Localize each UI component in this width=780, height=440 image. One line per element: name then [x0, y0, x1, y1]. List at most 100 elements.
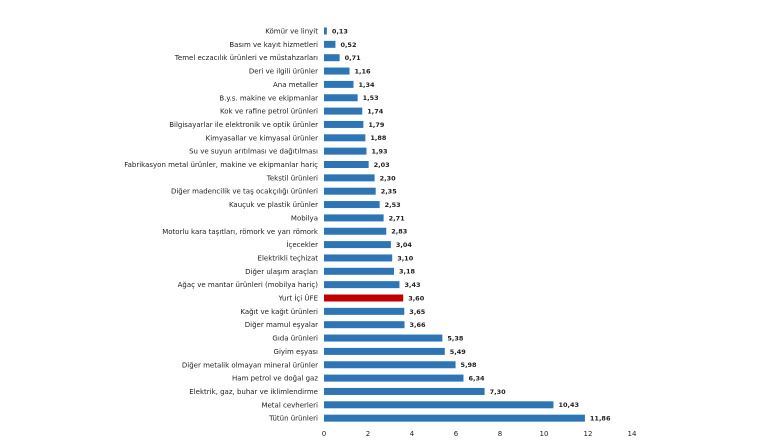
category-label-21: Kağıt ve kağıt ürünleri — [240, 308, 318, 316]
x-tick-label-2: 4 — [410, 430, 415, 438]
category-label-27: Elektrik, gaz, buhar ve iklimlendirme — [189, 388, 318, 396]
bar-26 — [324, 374, 464, 382]
bar-15 — [324, 227, 387, 235]
bars-group — [324, 27, 585, 422]
bar-5 — [324, 94, 358, 102]
bar-11 — [324, 174, 375, 182]
value-label-16: 3,04 — [396, 241, 413, 249]
value-label-1: 0,52 — [340, 41, 356, 49]
value-label-24: 5,49 — [450, 348, 467, 356]
category-label-6: Kok ve rafine petrol ürünleri — [220, 108, 318, 116]
bar-27 — [324, 387, 485, 395]
bar-9 — [324, 147, 367, 155]
category-label-3: Deri ve ilgili ürünler — [249, 68, 318, 76]
category-label-15: Motorlu kara taşıtları, römork ve yarı r… — [162, 228, 319, 236]
value-label-11: 2,30 — [380, 174, 397, 182]
bar-29 — [324, 414, 585, 422]
bar-0 — [324, 27, 327, 35]
value-label-12: 2,35 — [381, 188, 398, 196]
category-label-8: Kimyasallar ve kimyasal ürünler — [206, 134, 318, 142]
category-label-18: Diğer ulaşım araçları — [245, 268, 318, 276]
value-label-5: 1,53 — [363, 94, 379, 102]
value-label-9: 1,93 — [371, 148, 387, 156]
bar-25 — [324, 361, 456, 369]
value-label-18: 3,18 — [399, 268, 416, 276]
value-label-19: 3,43 — [404, 281, 420, 289]
bar-1 — [324, 40, 336, 48]
category-labels-group: Kömür ve linyit Basım ve kayıt hizmetleri… — [124, 28, 319, 423]
bar-24 — [324, 347, 445, 355]
value-label-10: 2,03 — [374, 161, 390, 169]
bar-16 — [324, 241, 391, 249]
category-label-11: Tekstil ürünleri — [266, 174, 318, 182]
bar-12 — [324, 187, 376, 195]
value-label-15: 2,83 — [391, 228, 407, 236]
value-label-21: 3,65 — [409, 308, 426, 316]
value-label-6: 1,74 — [367, 108, 384, 116]
value-label-29: 11,86 — [590, 415, 611, 423]
value-label-23: 5,38 — [447, 334, 464, 342]
value-label-3: 1,16 — [355, 67, 372, 75]
category-label-17: Elektrikli teçhizat — [258, 254, 319, 262]
x-tick-label-7: 14 — [628, 430, 637, 438]
bar-17 — [324, 254, 393, 262]
bar-2 — [324, 54, 340, 62]
bar-3 — [324, 67, 350, 75]
category-label-1: Basım ve kayıt hizmetleri — [229, 41, 318, 49]
bar-18 — [324, 267, 394, 275]
category-label-14: Mobilya — [291, 214, 318, 222]
value-label-25: 5,98 — [461, 361, 478, 369]
value-label-8: 1,88 — [370, 134, 387, 142]
category-label-19: Ağaç ve mantar ürünleri (mobilya hariç) — [178, 281, 319, 289]
bar-28 — [324, 401, 554, 409]
category-label-29: Tütün ürünleri — [268, 415, 318, 423]
x-tick-label-0: 0 — [322, 430, 326, 438]
bar-7 — [324, 120, 364, 128]
bar-20 — [324, 294, 404, 302]
category-label-20: Yurt İçi ÜFE — [278, 294, 318, 303]
category-label-4: Ana metaller — [273, 81, 318, 89]
value-label-0: 0,13 — [332, 27, 348, 35]
category-label-26: Ham petrol ve doğal gaz — [232, 375, 318, 383]
value-labels-group: 0,13 0,52 0,71 1,16 1,34 1,53 1,74 1,79 1,88 1,93… — [332, 27, 611, 422]
category-label-12: Diğer madencilik ve taş ocakçılığı ürünl… — [171, 188, 318, 196]
category-label-28: Metal cevherleri — [261, 401, 318, 409]
value-label-13: 2,53 — [385, 201, 401, 209]
value-label-28: 10,43 — [558, 401, 579, 409]
category-label-13: Kauçuk ve plastik ürünler — [229, 201, 318, 209]
x-axis-ticks-group: 0 2 4 6 8 10 12 14 — [322, 430, 637, 438]
value-label-22: 3,66 — [410, 321, 427, 329]
value-label-27: 7,30 — [490, 388, 507, 396]
x-tick-label-1: 2 — [366, 430, 370, 438]
value-label-17: 3,10 — [397, 254, 414, 262]
bar-22 — [324, 321, 405, 329]
value-label-2: 0,71 — [345, 54, 362, 62]
bar-19 — [324, 281, 400, 289]
bar-21 — [324, 307, 405, 315]
value-label-4: 1,34 — [358, 81, 375, 89]
bar-10 — [324, 161, 369, 168]
category-label-5: B.y.s. makine ve ekipmanlar — [219, 94, 318, 102]
category-label-7: Bilgisayarlar ile elektronik ve optik ür… — [169, 121, 318, 129]
bar-8 — [324, 134, 366, 142]
x-tick-label-4: 8 — [498, 430, 502, 438]
x-tick-label-5: 10 — [540, 430, 549, 438]
value-label-26: 6,34 — [468, 375, 485, 383]
category-label-2: Temel eczacılık ürünleri ve müstahzarlar… — [174, 54, 318, 62]
value-label-7: 1,79 — [368, 121, 385, 129]
category-label-9: Su ve suyun arıtılması ve dağıtılması — [189, 148, 318, 156]
bar-6 — [324, 107, 363, 115]
value-label-14: 2,71 — [389, 214, 406, 222]
x-tick-label-6: 12 — [584, 430, 593, 438]
value-label-20: 3,60 — [408, 294, 425, 302]
category-label-22: Diğer mamul eşyalar — [245, 321, 318, 329]
bar-14 — [324, 214, 384, 222]
bar-23 — [324, 334, 443, 342]
category-label-0: Kömür ve linyit — [265, 28, 318, 36]
category-label-24: Giyim eşyası — [274, 348, 319, 356]
bar-4 — [324, 80, 354, 88]
category-label-10: Fabrikasyon metal ürünler, makine ve eki… — [124, 161, 318, 169]
x-tick-label-3: 6 — [454, 430, 459, 438]
category-label-23: Gıda ürünleri — [272, 335, 318, 343]
